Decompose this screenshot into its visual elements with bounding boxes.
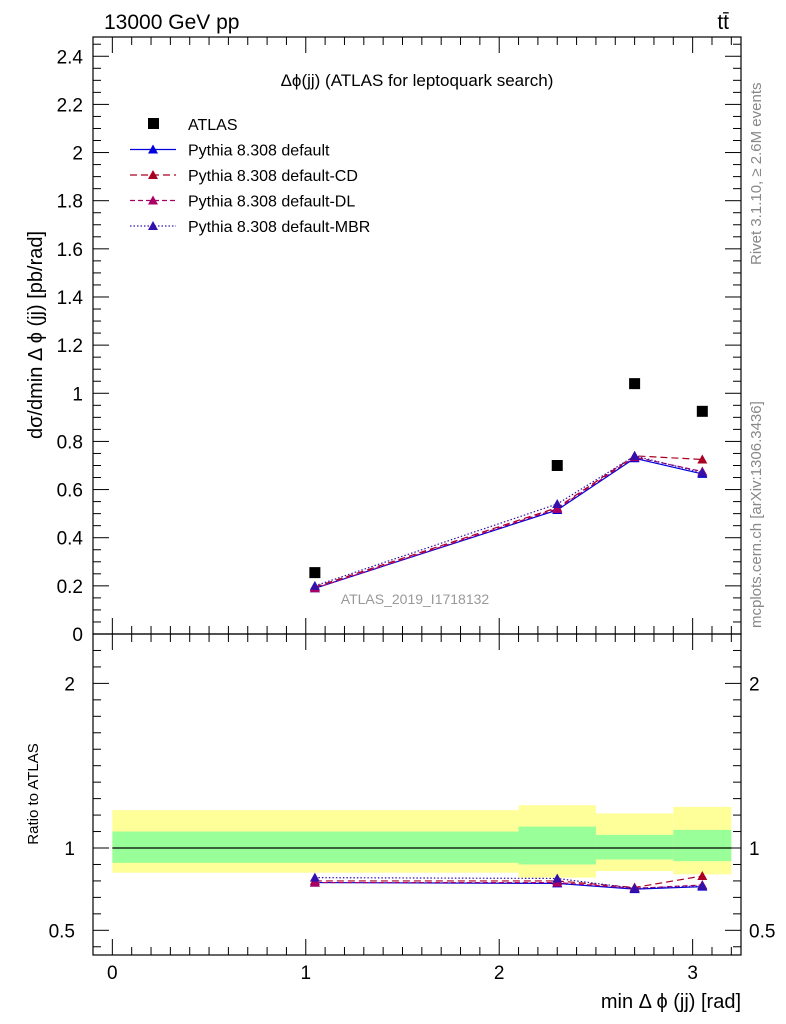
ratio-tick-label: 2	[64, 674, 75, 695]
legend-label: Pythia 8.308 default	[188, 143, 330, 160]
ratio-plot: 0.5 0.5 1 1 2 2 Ratio to ATLAS	[25, 633, 775, 956]
main-data-points	[309, 378, 708, 579]
y-tick-label: 2.2	[57, 95, 83, 116]
y-axis-label: dσ/dmin Δ ϕ (jj) [pb/rad]	[25, 231, 47, 439]
ratio-line	[314, 877, 703, 889]
legend: ATLAS Pythia 8.308 default Pythia 8.308 de…	[130, 117, 370, 236]
series-line	[314, 455, 703, 587]
ratio-marker	[629, 883, 640, 893]
y-tick-label: 0	[72, 625, 83, 646]
x-axis-label: min Δ ϕ (jj) [rad]	[601, 991, 741, 1013]
ratio-series-group	[309, 870, 708, 894]
series-marker	[697, 454, 708, 464]
legend-label: Pythia 8.308 default-CD	[188, 168, 358, 185]
chart-title: Δϕ(jj) (ATLAS for leptoquark search)	[281, 71, 554, 90]
rivet-version-label: Rivet 3.1.10, ≥ 2.6M events	[748, 83, 765, 266]
data-point	[696, 405, 708, 417]
ratio-tick-label-right: 0.5	[749, 921, 775, 942]
legend-marker-data	[148, 118, 159, 129]
y-tick-label: 1.4	[57, 288, 84, 309]
y-tick-label: 0.4	[57, 529, 84, 550]
y-tick-label: 2.4	[57, 47, 84, 68]
series-line	[314, 457, 703, 589]
inner-uncertainty-band	[112, 831, 519, 863]
series-marker	[552, 499, 563, 509]
series-marker	[552, 503, 563, 513]
inner-uncertainty-band	[518, 826, 596, 865]
main-plot: 0 0.2 0.4 0.6 0.8 1 1.2 1.4 1.6 1.8 2 2.2 2.4 Δϕ(jj)…	[25, 36, 742, 646]
y-tick-label: 1.6	[57, 240, 83, 261]
inner-uncertainty-band	[673, 829, 732, 862]
ratio-y-axis-label: Ratio to ATLAS	[25, 743, 42, 844]
x-tick-label: 3	[687, 963, 698, 984]
main-axis-ticks: 0 0.2 0.4 0.6 0.8 1 1.2 1.4 1.6 1.8 2 2.2 2.4	[57, 37, 741, 646]
y-tick-label: 1	[72, 384, 83, 405]
data-point	[551, 459, 563, 471]
x-tick-label: 1	[300, 963, 311, 984]
process-label: tt̄	[717, 11, 729, 34]
source-label: mcplots.cern.ch [arXiv:1306.3436]	[748, 401, 765, 628]
main-series-group	[309, 450, 708, 593]
ratio-plot-frame	[92, 633, 742, 956]
legend-marker	[148, 221, 158, 230]
ratio-marker	[697, 870, 708, 880]
ratio-tick-label: 1	[64, 839, 75, 860]
series-marker	[309, 580, 320, 590]
ratio-line	[314, 875, 703, 889]
ratio-marker	[697, 880, 708, 890]
legend-marker	[148, 170, 158, 179]
x-tick-label: 0	[107, 963, 118, 984]
y-tick-label: 0.8	[57, 432, 83, 453]
ratio-marker	[552, 873, 563, 883]
energy-label: 13000 GeV pp	[104, 11, 239, 34]
legend-label: Pythia 8.308 default-MBR	[188, 219, 370, 236]
series-marker	[697, 467, 708, 477]
y-tick-label: 0.2	[57, 577, 83, 598]
x-tick-label: 2	[494, 963, 505, 984]
legend-label-data: ATLAS	[188, 117, 238, 134]
y-tick-label: 1.8	[57, 192, 83, 213]
analysis-watermark: ATLAS_2019_I1718132	[341, 591, 490, 607]
ratio-marker	[309, 877, 320, 887]
y-tick-label: 0.6	[57, 481, 83, 502]
x-tick-labels: 0 1 2 3	[107, 963, 698, 984]
y-tick-label: 2	[72, 144, 83, 165]
data-point	[629, 378, 641, 390]
ratio-axis-ticks: 0.5 0.5 1 1 2 2	[49, 634, 775, 955]
legend-marker	[148, 195, 158, 205]
legend-label: Pythia 8.308 default-DL	[188, 194, 355, 211]
legend-marker	[148, 144, 158, 154]
inner-uncertainty-band	[595, 834, 674, 860]
ratio-uncertainty-bands	[112, 805, 732, 878]
y-tick-label: 1.2	[57, 336, 83, 357]
ratio-tick-label: 0.5	[49, 921, 75, 942]
data-point	[309, 567, 321, 579]
ratio-tick-label-right: 2	[749, 674, 760, 695]
ratio-marker	[309, 872, 320, 882]
series-line	[314, 455, 703, 588]
series-marker	[629, 450, 640, 460]
ratio-tick-label-right: 1	[749, 839, 760, 860]
